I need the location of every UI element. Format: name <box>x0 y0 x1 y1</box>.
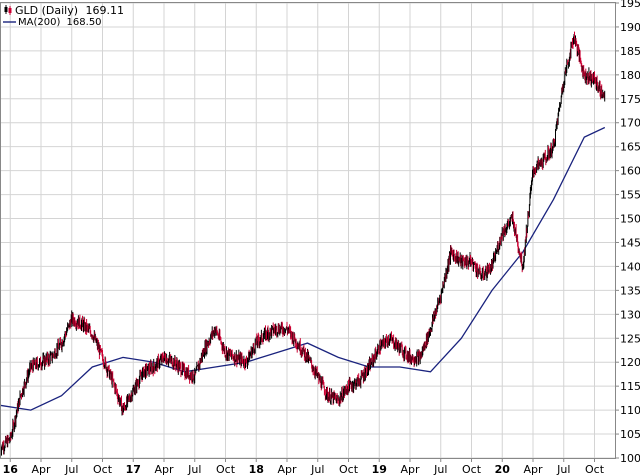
x-tick-label: Jul <box>556 463 570 475</box>
y-tick-label: 185 <box>620 45 640 58</box>
x-tick-label: Apr <box>31 463 51 475</box>
y-tick-label: 155 <box>620 189 640 202</box>
x-tick-label: 19 <box>372 463 387 475</box>
y-tick-label: 195 <box>620 0 640 10</box>
x-tick-label: Oct <box>462 463 482 475</box>
x-tick-label: 20 <box>495 463 511 475</box>
x-tick-label: Apr <box>523 463 543 475</box>
legend-ma-label: MA(200) <box>18 17 60 28</box>
y-tick-label: 100 <box>620 452 640 465</box>
x-tick-label: Apr <box>400 463 420 475</box>
x-axis: 16 Apr Jul Oct 17 Apr Jul Oct 18 Apr Jul Oct 19 Apr Ju… <box>3 458 605 475</box>
y-tick-label: 110 <box>620 404 640 417</box>
y-tick-label: 140 <box>620 260 640 273</box>
y-tick-label: 170 <box>620 117 640 130</box>
y-tick-label: 145 <box>620 236 640 249</box>
legend-price-label: GLD (Daily) <box>15 4 78 17</box>
y-tick-label: 160 <box>620 165 640 178</box>
y-tick-label: 120 <box>620 356 640 369</box>
y-tick-label: 175 <box>620 93 640 106</box>
legend-ma-value: 168.50 <box>67 17 102 28</box>
price-series <box>0 31 606 456</box>
y-tick-label: 180 <box>620 69 640 82</box>
x-tick-label: Apr <box>154 463 174 475</box>
y-tick-label: 165 <box>620 141 640 154</box>
x-tick-label: Oct <box>93 463 113 475</box>
svg-text:MA(200) 168.50: MA(200) 168.50 <box>18 17 102 28</box>
y-tick-label: 115 <box>620 380 640 393</box>
x-tick-label: Jul <box>310 463 324 475</box>
x-tick-label: Jul <box>64 463 78 475</box>
y-tick-label: 125 <box>620 332 640 345</box>
y-tick-label: 190 <box>620 21 640 34</box>
x-tick-label: Apr <box>277 463 297 475</box>
y-tick-label: 130 <box>620 308 640 321</box>
legend: GLD (Daily) 169.11 MA(200) 168.50 <box>3 4 124 28</box>
x-tick-label: Jul <box>433 463 447 475</box>
x-tick-label: 16 <box>3 463 19 475</box>
y-axis: 100 105 110 115 120 125 130 135 140 145 150 155 160 1… <box>615 0 640 465</box>
y-tick-label: 135 <box>620 284 640 297</box>
x-tick-label: Oct <box>585 463 605 475</box>
x-tick-label: Oct <box>339 463 359 475</box>
grid-lines <box>0 2 615 459</box>
legend-price-value: 169.11 <box>86 4 125 17</box>
candlestick-icon <box>4 5 12 15</box>
svg-text:GLD (Daily) 169.11: GLD (Daily) 169.11 <box>15 4 124 17</box>
x-tick-label: Oct <box>216 463 236 475</box>
x-tick-label: 18 <box>249 463 264 475</box>
y-tick-label: 105 <box>620 428 640 441</box>
x-tick-label: Jul <box>187 463 201 475</box>
plot-frame <box>0 2 616 459</box>
ma-series <box>0 126 606 411</box>
ma-line <box>0 126 606 411</box>
y-tick-label: 150 <box>620 213 640 226</box>
x-tick-label: 17 <box>126 463 141 475</box>
